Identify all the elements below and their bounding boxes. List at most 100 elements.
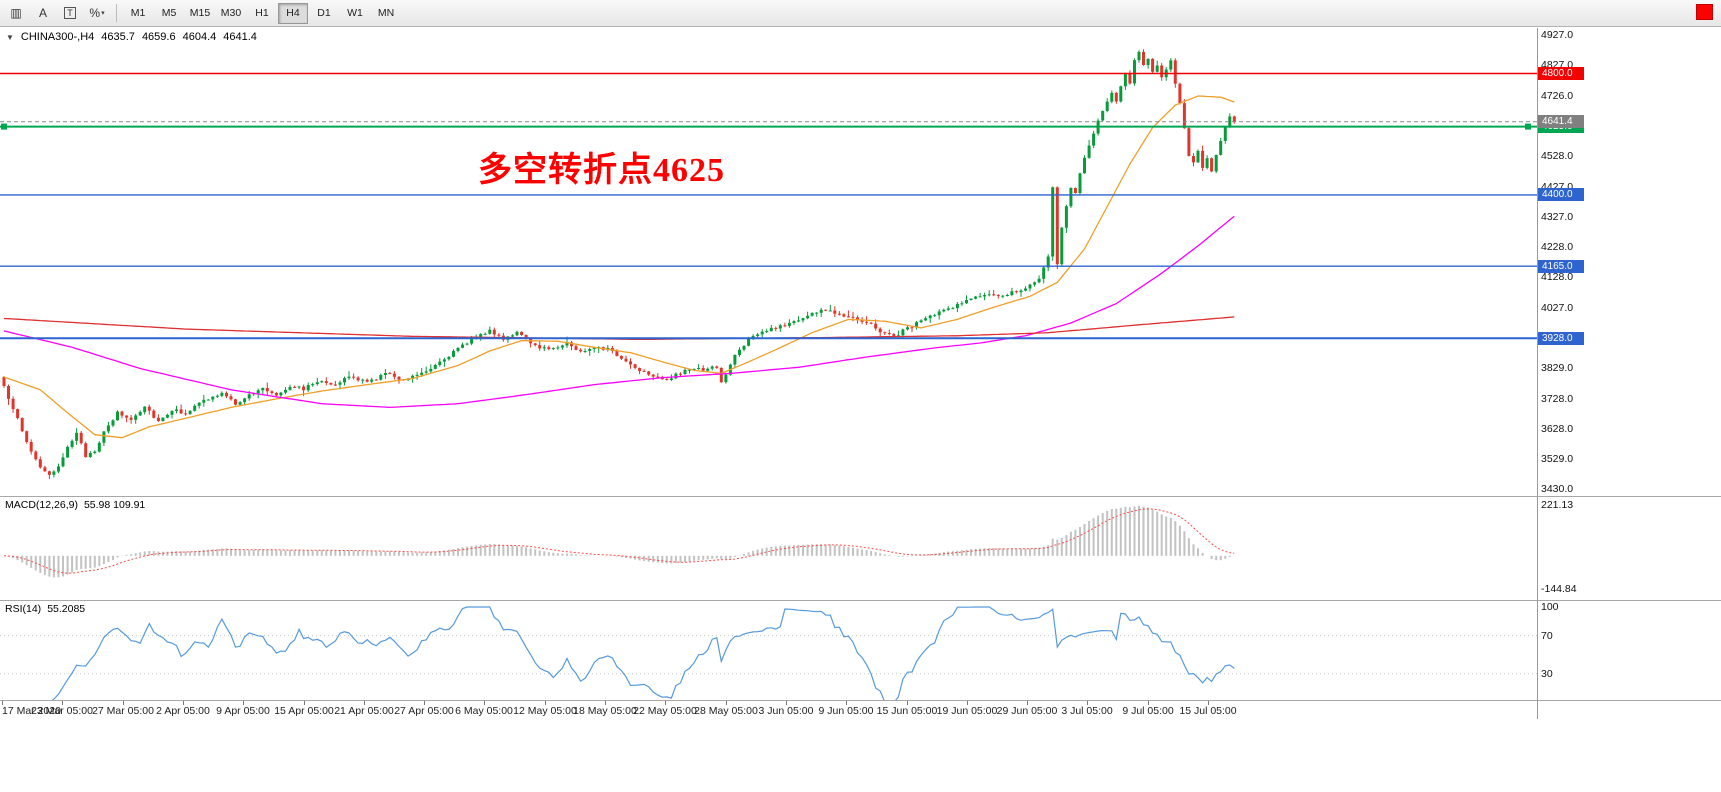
current-price-badge: 4641.4: [1538, 115, 1584, 128]
price-axis-tick: 4128.0: [1541, 271, 1574, 283]
price-axis-tick: 4528.0: [1541, 150, 1574, 162]
time-axis-tick: [1087, 701, 1088, 705]
time-axis-tick: [907, 701, 908, 705]
rsi-axis-label: 70: [1541, 630, 1553, 642]
price-level-badge: 4165.0: [1538, 260, 1584, 273]
time-axis-tick: [1148, 701, 1149, 705]
time-axis-label: 6 May 05:00: [455, 705, 513, 717]
time-axis-label: 27 Apr 05:00: [394, 705, 454, 717]
time-axis-label: 27 Mar 05:00: [92, 705, 154, 717]
price-axis-border: [1537, 28, 1538, 719]
ohlc-high: 4659.6: [141, 31, 176, 43]
rsi-panel-canvas[interactable]: [0, 601, 1537, 700]
timeframe-button-m15[interactable]: M15: [189, 7, 211, 19]
chart-ohlc-header: ▼ CHINA300-,H4 4635.7 4659.6 4604.4 4641…: [6, 31, 257, 43]
time-axis-tick: [846, 701, 847, 705]
time-axis-tick: [123, 701, 124, 705]
price-axis-tick: 4327.0: [1541, 211, 1574, 223]
timeframe-button-h4[interactable]: H4: [278, 2, 308, 24]
price-level-badge: 3928.0: [1538, 332, 1584, 345]
time-axis-tick: [665, 701, 666, 705]
time-axis-label: 17 Mar 2020: [2, 705, 61, 717]
macd-panel-canvas[interactable]: [0, 497, 1537, 600]
time-axis-tick: [62, 701, 63, 705]
time-axis-tick: [1208, 701, 1209, 705]
time-axis-label: 9 Apr 05:00: [216, 705, 270, 717]
time-axis-label: 15 Jul 05:00: [1179, 705, 1237, 717]
fibonacci-retracement-icon[interactable]: % ▾: [89, 6, 105, 20]
timeframe-button-h1[interactable]: H1: [255, 7, 269, 19]
time-axis-label: 29 Jun 05:00: [996, 705, 1058, 717]
rsi-indicator-label: RSI(14) 55.2085: [5, 603, 85, 615]
rsi-axis-label: 30: [1541, 668, 1553, 680]
timeframe-button-m5[interactable]: M5: [161, 7, 177, 19]
macd-name: MACD(12,26,9): [5, 499, 78, 511]
time-axis-tick: [786, 701, 787, 705]
timeframe-button-m30[interactable]: M30: [220, 7, 242, 19]
price-axis-tick: 3628.0: [1541, 423, 1574, 435]
rsi-value: 55.2085: [47, 603, 86, 615]
time-axis-tick: [364, 701, 365, 705]
timeframe-button-w1[interactable]: W1: [347, 7, 363, 19]
time-axis-label: 15 Jun 05:00: [876, 705, 938, 717]
time-axis-label: 15 Apr 05:00: [274, 705, 334, 717]
chart-bars-icon[interactable]: ▥: [10, 6, 22, 20]
time-axis-label: 19 Jun 05:00: [936, 705, 998, 717]
macd-values: 55.98 109.91: [83, 499, 146, 511]
time-axis-tick: [243, 701, 244, 705]
time-axis-tick: [304, 701, 305, 705]
rsi-name: RSI(14): [5, 603, 42, 615]
time-axis-label: 28 May 05:00: [694, 705, 758, 717]
symbol-dropdown-icon[interactable]: ▼: [6, 32, 14, 42]
time-axis-label: 21 Apr 05:00: [334, 705, 394, 717]
main-chart-canvas[interactable]: [0, 28, 1537, 496]
time-axis-tick: [605, 701, 606, 705]
price-axis-tick: 3829.0: [1541, 362, 1574, 374]
price-axis-tick: 4726.0: [1541, 90, 1574, 102]
time-axis-label: 22 May 05:00: [633, 705, 697, 717]
ohlc-open: 4635.7: [101, 31, 135, 43]
chart-annotation-text[interactable]: 多空转折点4625: [478, 152, 725, 189]
ohlc-low: 4604.4: [182, 31, 217, 43]
time-axis-label: 12 May 05:00: [513, 705, 577, 717]
time-axis-tick: [726, 701, 727, 705]
macd-axis-min: -144.84: [1541, 583, 1577, 595]
price-axis-tick: 3430.0: [1541, 483, 1574, 495]
timeframe-button-d1[interactable]: D1: [317, 7, 331, 19]
time-axis-label: 9 Jun 05:00: [818, 705, 874, 717]
timeframe-toolbar: M1 M5 M15 M30 H1 H4 D1 W1 MN: [123, 2, 401, 24]
time-axis-label: 23 Mar 05:00: [31, 705, 93, 717]
time-axis-label: 3 Jul 05:00: [1061, 705, 1113, 717]
time-axis-label: 18 May 05:00: [573, 705, 637, 717]
time-axis-tick: [484, 701, 485, 705]
price-axis-tick: 4927.0: [1541, 29, 1574, 41]
drawing-tools: ▥ A T % ▾: [3, 2, 110, 25]
timeframe-button-m1[interactable]: M1: [130, 7, 146, 19]
price-level-badge: 4400.0: [1538, 188, 1584, 201]
time-axis-label: 9 Jul 05:00: [1122, 705, 1174, 717]
time-axis-tick: [1027, 701, 1028, 705]
panel-separator[interactable]: [0, 600, 1721, 601]
text-annotation-icon[interactable]: A: [38, 6, 47, 20]
dropdown-arrow-icon[interactable]: ▾: [101, 10, 105, 17]
toolbar-separator: [116, 4, 117, 22]
text-label-icon[interactable]: T: [57, 2, 83, 25]
panel-separator[interactable]: [0, 496, 1721, 497]
time-axis-tick: [967, 701, 968, 705]
price-axis-tick: 3728.0: [1541, 393, 1574, 405]
time-axis-tick: [545, 701, 546, 705]
time-axis-tick: [183, 701, 184, 705]
time-axis-tick: [2, 701, 3, 705]
red-indicator-square: [1696, 4, 1713, 20]
macd-indicator-label: MACD(12,26,9) 55.98 109.91: [5, 499, 145, 511]
price-axis-tick: 3529.0: [1541, 453, 1574, 465]
price-axis-tick: 4027.0: [1541, 302, 1574, 314]
toolbar: ▥ A T % ▾ M1 M5 M15 M30 H1 H4 D1 W1 MN: [0, 0, 1721, 27]
timeframe-button-mn[interactable]: MN: [377, 7, 395, 19]
price-axis-tick: 4228.0: [1541, 241, 1574, 253]
macd-axis-max: 221.13: [1541, 499, 1574, 511]
time-axis-label: 2 Apr 05:00: [156, 705, 210, 717]
panel-separator[interactable]: [0, 700, 1721, 701]
